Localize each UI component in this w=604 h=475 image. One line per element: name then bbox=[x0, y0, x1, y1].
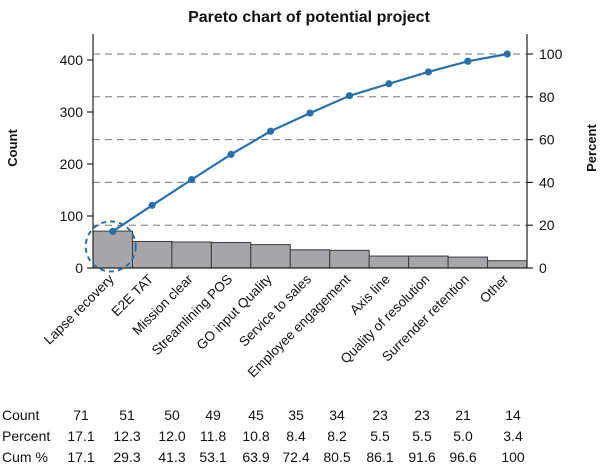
table-cell: 45 bbox=[248, 407, 264, 423]
cumulative-point bbox=[306, 109, 314, 117]
cumulative-series-line bbox=[112, 52, 508, 233]
table-cell: 80.5 bbox=[323, 449, 350, 465]
bar bbox=[447, 256, 489, 269]
cumulative-point bbox=[424, 68, 432, 76]
table-cell: 5.0 bbox=[453, 428, 473, 444]
table-cell: 35 bbox=[288, 407, 304, 423]
y-right-tick-label: 20 bbox=[539, 217, 555, 233]
gridlines bbox=[93, 53, 527, 226]
bar bbox=[131, 240, 173, 269]
table-cell: 17.1 bbox=[67, 428, 94, 444]
table-row-label: Percent bbox=[2, 428, 50, 444]
table-cell: 17.1 bbox=[67, 449, 94, 465]
cumulative-point bbox=[266, 127, 275, 135]
table-cell: 91.6 bbox=[408, 449, 435, 465]
y-left-tick-label: 400 bbox=[60, 52, 84, 68]
table-cell: 11.8 bbox=[200, 428, 226, 444]
table-cell: 34 bbox=[329, 407, 345, 423]
y-right-tick-label: 0 bbox=[539, 260, 547, 276]
table-cell: 86.1 bbox=[366, 449, 393, 465]
y-left-tick-label: 200 bbox=[60, 156, 84, 172]
table-cell: 53.1 bbox=[199, 449, 226, 465]
bar bbox=[368, 255, 410, 269]
table-cell: 5.5 bbox=[412, 428, 432, 444]
bar bbox=[487, 260, 528, 269]
table-cell: 3.4 bbox=[503, 428, 523, 444]
table-cell: 12.3 bbox=[113, 428, 140, 444]
bar bbox=[171, 241, 212, 269]
table-cell: 100 bbox=[501, 449, 525, 465]
table-row-label: Cum % bbox=[2, 449, 48, 465]
cumulative-point bbox=[345, 92, 354, 100]
table-cell: 12.0 bbox=[158, 428, 185, 444]
bar bbox=[92, 230, 133, 269]
cumulative-point bbox=[385, 80, 393, 88]
category-label: Service to sales bbox=[236, 271, 314, 349]
table-cell: 8.4 bbox=[286, 428, 306, 444]
highlight-annotation bbox=[84, 220, 137, 273]
plot-frame bbox=[92, 34, 528, 269]
cumulative-point bbox=[188, 176, 196, 184]
table-cell: 29.3 bbox=[113, 449, 140, 465]
table-cell: 5.5 bbox=[370, 428, 390, 444]
category-label: Other bbox=[477, 271, 512, 306]
table-cell: 50 bbox=[164, 407, 180, 423]
table-cell: 63.9 bbox=[242, 449, 269, 465]
bar bbox=[329, 249, 370, 269]
table-cell: 51 bbox=[119, 407, 135, 423]
y-axis-right-title: Percent bbox=[584, 123, 599, 171]
cumulative-point bbox=[227, 150, 235, 158]
bar bbox=[289, 249, 331, 269]
bar bbox=[210, 242, 252, 269]
y-right-tick-label: 100 bbox=[539, 46, 563, 62]
y-left-tick-label: 300 bbox=[60, 104, 84, 120]
bar bbox=[408, 255, 449, 269]
table-cell: 96.6 bbox=[449, 449, 476, 465]
table-row-label: Count bbox=[2, 407, 39, 423]
y-right-tick-label: 60 bbox=[539, 132, 555, 148]
cumulative-point bbox=[148, 201, 156, 209]
y-right-tick-label: 40 bbox=[539, 174, 555, 190]
bar bbox=[250, 244, 291, 269]
table-cell: 14 bbox=[505, 407, 521, 423]
axis-ticks: 0 100 200 300 400 0 20 40 60 80 100 bbox=[60, 46, 563, 276]
category-label: Lapse recovery bbox=[41, 271, 117, 347]
y-axis-left-title: Count bbox=[5, 129, 20, 167]
cumulative-point bbox=[109, 227, 117, 236]
table-cell: 49 bbox=[205, 407, 221, 423]
y-left-tick-label: 100 bbox=[60, 208, 84, 224]
y-right-tick-label: 80 bbox=[539, 89, 555, 105]
table-cell: 41.3 bbox=[158, 449, 185, 465]
table-cell: 8.2 bbox=[327, 428, 347, 444]
table-cell: 71 bbox=[73, 407, 89, 423]
cumulative-point bbox=[503, 50, 511, 58]
table-cell: 21 bbox=[455, 407, 471, 423]
table-cell: 23 bbox=[372, 407, 388, 423]
y-left-tick-label: 0 bbox=[75, 260, 83, 276]
table-cell: 72.4 bbox=[282, 449, 309, 465]
cumulative-line bbox=[109, 50, 511, 236]
chart-title: Pareto chart of potential project bbox=[188, 9, 430, 26]
cumulative-point bbox=[464, 57, 472, 65]
table-cell: 10.8 bbox=[242, 428, 269, 444]
data-table: Count 71 51 50 49 45 35 34 23 23 21 14 Percent 17.1 12… bbox=[2, 407, 525, 465]
table-cell: 23 bbox=[414, 407, 430, 423]
highlight-circle bbox=[84, 220, 137, 273]
bars bbox=[92, 230, 528, 269]
